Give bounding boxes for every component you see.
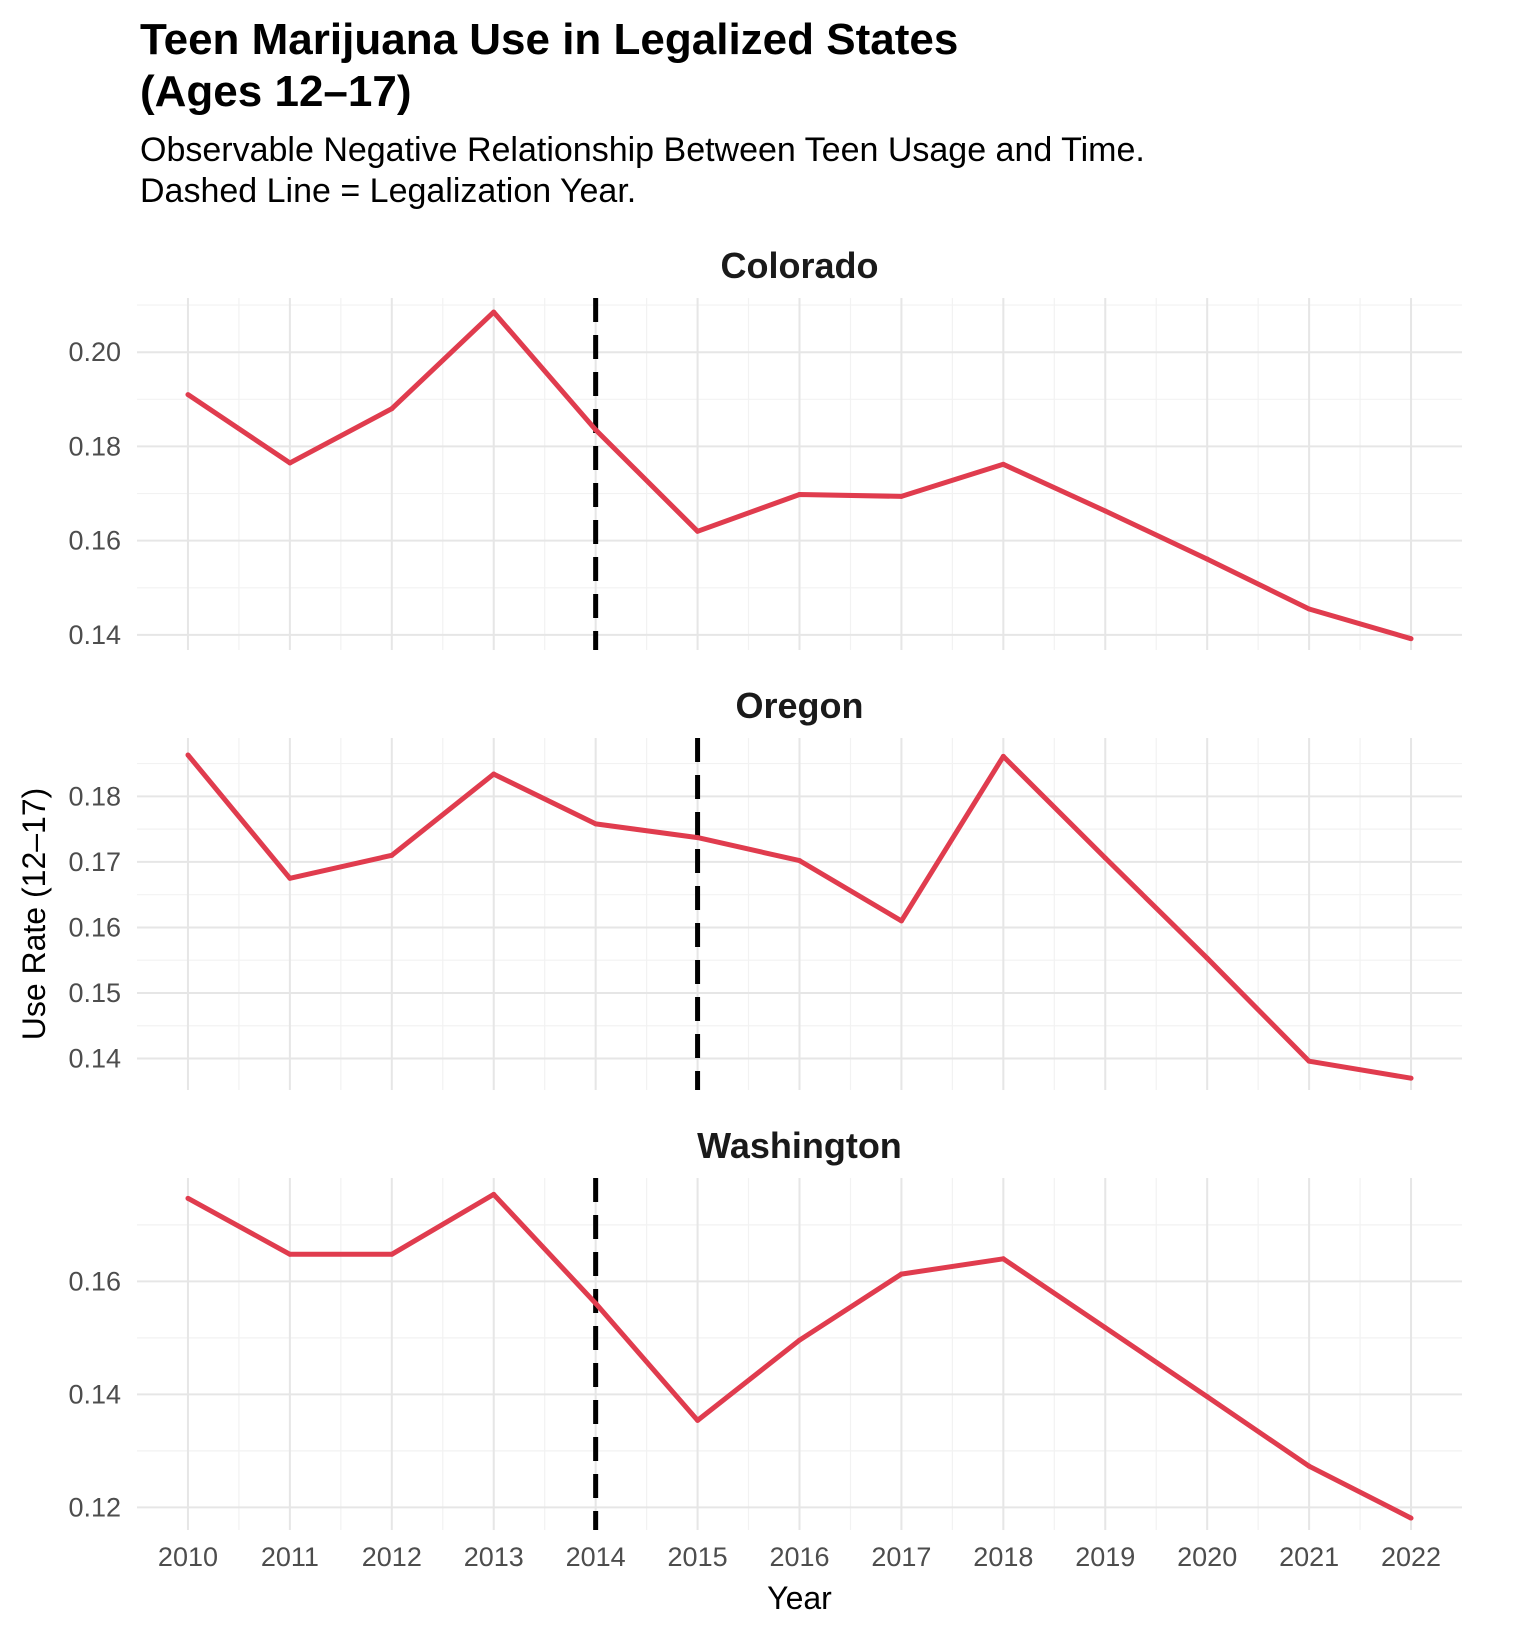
x-tick-label: 2021 bbox=[1279, 1542, 1339, 1572]
data-point bbox=[389, 852, 395, 858]
data-point bbox=[1204, 1394, 1210, 1400]
y-tick-label: 0.16 bbox=[68, 912, 121, 942]
data-point bbox=[1306, 606, 1312, 612]
y-tick-label: 0.16 bbox=[68, 526, 121, 556]
data-point bbox=[491, 1191, 497, 1197]
y-tick-label: 0.14 bbox=[68, 1379, 121, 1409]
data-point bbox=[185, 752, 191, 758]
x-tick-label: 2016 bbox=[769, 1542, 829, 1572]
x-tick-label: 2010 bbox=[158, 1542, 218, 1572]
x-tick-label: 2013 bbox=[464, 1542, 524, 1572]
data-point bbox=[1102, 1325, 1108, 1331]
data-point bbox=[491, 771, 497, 777]
chart-title: Teen Marijuana Use in Legalized States (… bbox=[140, 15, 959, 116]
data-point bbox=[898, 918, 904, 924]
data-point bbox=[389, 406, 395, 412]
data-point bbox=[593, 1300, 599, 1306]
data-point bbox=[797, 491, 802, 497]
data-point bbox=[287, 875, 293, 881]
x-tick-label: 2018 bbox=[973, 1542, 1033, 1572]
panel-oregon: Oregon 0.14 0.15 0.16 0.17 0.18 bbox=[68, 685, 1462, 1090]
x-tick-label: 2019 bbox=[1075, 1542, 1135, 1572]
data-point bbox=[1408, 1515, 1414, 1521]
panel-title: Oregon bbox=[735, 685, 863, 726]
data-point bbox=[1000, 1256, 1006, 1262]
chart-subtitle: Observable Negative Relationship Between… bbox=[140, 131, 1145, 210]
data-point bbox=[695, 528, 701, 534]
data-point bbox=[1204, 556, 1210, 562]
y-tick-label: 0.12 bbox=[68, 1492, 121, 1522]
panel-title: Colorado bbox=[721, 245, 879, 286]
x-tick-label: 2017 bbox=[871, 1542, 931, 1572]
y-tick-label: 0.17 bbox=[68, 847, 121, 877]
data-point bbox=[1000, 461, 1006, 467]
data-point bbox=[1306, 1463, 1312, 1469]
data-point bbox=[593, 427, 599, 433]
y-tick-label: 0.18 bbox=[68, 781, 121, 811]
data-point bbox=[1408, 1075, 1414, 1081]
data-point bbox=[1204, 955, 1210, 961]
y-tick-label: 0.20 bbox=[68, 337, 121, 367]
data-point bbox=[1102, 508, 1108, 514]
data-point bbox=[491, 309, 497, 315]
data-point bbox=[898, 493, 904, 499]
y-tick-label: 0.14 bbox=[68, 620, 121, 650]
data-point bbox=[1102, 855, 1108, 861]
data-point bbox=[593, 821, 599, 827]
x-tick-label: 2022 bbox=[1381, 1542, 1441, 1572]
y-tick-label: 0.14 bbox=[68, 1044, 121, 1074]
data-point bbox=[695, 1417, 701, 1423]
data-point bbox=[287, 460, 293, 466]
data-point bbox=[287, 1251, 293, 1257]
y-tick-label: 0.16 bbox=[68, 1266, 121, 1296]
x-tick-label: 2014 bbox=[566, 1542, 626, 1572]
data-point bbox=[695, 835, 701, 841]
panel-title: Washington bbox=[697, 1125, 902, 1166]
data-point bbox=[797, 1337, 802, 1343]
data-point bbox=[389, 1251, 395, 1257]
x-tick-label: 2011 bbox=[261, 1542, 319, 1572]
x-tick-label: 2012 bbox=[362, 1542, 422, 1572]
data-point bbox=[185, 1195, 191, 1201]
x-tick-label: 2020 bbox=[1177, 1542, 1237, 1572]
y-tick-label: 0.15 bbox=[68, 978, 121, 1008]
y-axis-title: Use Rate (12–17) bbox=[16, 788, 52, 1041]
panel-washington: Washington 0.12 0.14 0.16 bbox=[68, 1125, 1462, 1530]
x-tick-label: 2015 bbox=[668, 1542, 728, 1572]
data-point bbox=[797, 858, 802, 864]
data-point bbox=[898, 1271, 904, 1277]
y-tick-label: 0.18 bbox=[68, 431, 121, 461]
data-point bbox=[1000, 753, 1006, 759]
x-axis-title: Year bbox=[767, 1580, 832, 1616]
data-point bbox=[1408, 636, 1414, 642]
panel-colorado: Colorado 0.14 0.16 0.18 0.20 bbox=[68, 245, 1462, 650]
data-point bbox=[185, 392, 191, 398]
data-point bbox=[1306, 1058, 1312, 1064]
